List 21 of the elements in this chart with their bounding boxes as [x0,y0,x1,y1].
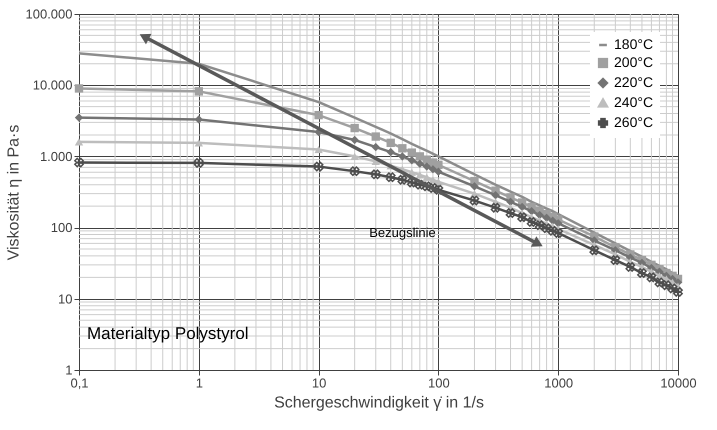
x-axis-title: Schergeschwindigkeit γ̇ in 1/s [274,394,484,412]
legend-label: 220°C [614,74,654,90]
legend-label: 240°C [614,94,654,110]
y-tick-label: 100 [50,220,72,236]
x-tick-label: 1 [196,376,203,390]
y-tick-label: 1 [65,362,72,378]
y-tick-label: 10.000 [32,78,72,93]
y-tick-label: 1.000 [40,148,72,164]
legend-label: 200°C [614,54,654,70]
x-tick-label: 1000 [544,376,574,390]
x-tick-label: 100 [428,376,450,390]
x-tick-label: 10000 [660,376,697,390]
annotation: Bezugslinie [369,224,436,240]
x-tick-label: 0,1 [70,376,89,390]
y-tick-label: 10 [58,291,72,306]
legend-label: 180°C [614,36,654,52]
y-axis-title: Viskosität η in Pa·s [6,124,23,260]
legend-label: 260°C [614,114,654,130]
x-tick-label: 10 [312,376,326,390]
annotation: Materialtyp Polystyrol [87,324,249,343]
y-tick-label: 100.000 [26,6,72,22]
